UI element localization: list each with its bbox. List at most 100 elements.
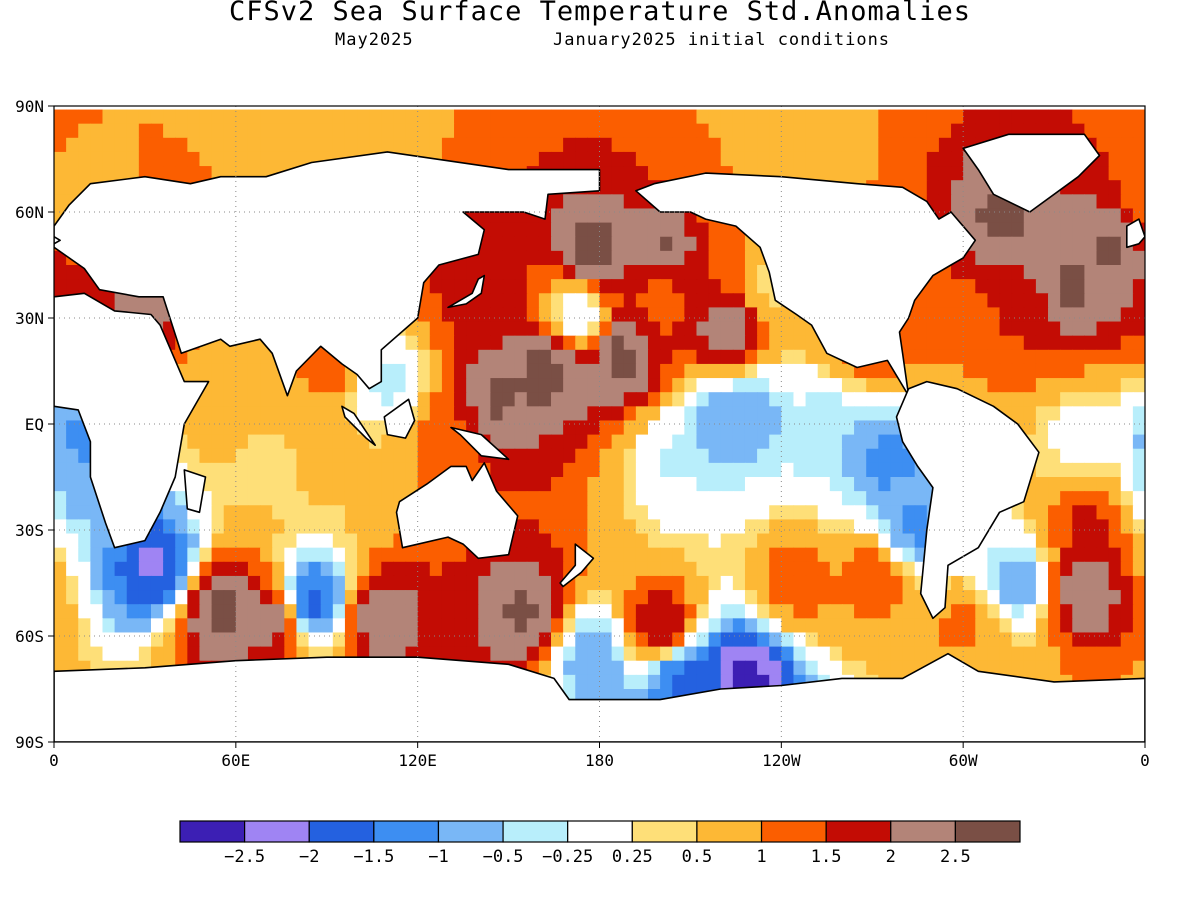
anomaly-cell — [538, 448, 552, 464]
anomaly-cell — [1108, 505, 1122, 520]
anomaly-cell — [551, 660, 564, 676]
anomaly-cell — [647, 646, 661, 662]
anomaly-cell — [1108, 236, 1122, 252]
anomaly-cell — [914, 109, 928, 125]
anomaly-cell — [563, 533, 576, 549]
anomaly-cell — [235, 420, 249, 436]
anomaly-cell — [926, 307, 940, 323]
anomaly-cell — [1084, 166, 1098, 181]
anomaly-cell — [54, 646, 67, 662]
anomaly-cell — [696, 378, 710, 393]
anomaly-cell — [744, 477, 758, 492]
anomaly-cell — [1108, 335, 1122, 351]
anomaly-cell — [938, 618, 952, 634]
anomaly-cell — [1011, 222, 1025, 238]
colorbar-swatch — [179, 820, 246, 843]
anomaly-cell — [708, 462, 722, 478]
anomaly-cell — [684, 505, 698, 520]
anomaly-cell — [660, 533, 673, 549]
anomaly-cell — [114, 590, 128, 605]
anomaly-cell — [599, 194, 613, 210]
anomaly-cell — [187, 547, 201, 563]
anomaly-cell — [1011, 561, 1025, 577]
anomaly-cell — [538, 250, 552, 266]
anomaly-cell — [744, 137, 758, 153]
anomaly-cell — [878, 533, 892, 549]
anomaly-cell — [987, 363, 1001, 379]
anomaly-cell — [1120, 265, 1134, 280]
anomaly-cell — [490, 378, 504, 393]
anomaly-cell — [466, 363, 479, 379]
anomaly-cell — [563, 151, 576, 167]
anomaly-cell — [308, 590, 322, 605]
anomaly-cell — [1023, 307, 1037, 323]
anomaly-cell — [1060, 660, 1073, 676]
anomaly-cell — [284, 491, 298, 506]
anomaly-cell — [78, 590, 91, 605]
anomaly-cell — [538, 632, 552, 648]
anomaly-cell — [575, 646, 588, 662]
anomaly-cell — [684, 547, 698, 563]
anomaly-cell — [1035, 462, 1049, 478]
anomaly-cell — [417, 363, 431, 379]
anomaly-cell — [829, 590, 843, 605]
anomaly-cell — [138, 547, 152, 563]
anomaly-cell — [393, 109, 407, 125]
anomaly-cell — [672, 392, 685, 407]
anomaly-cell — [1011, 505, 1025, 520]
anomaly-cell — [829, 618, 843, 634]
anomaly-cell — [684, 448, 698, 464]
anomaly-cell — [344, 632, 358, 648]
anomaly-cell — [538, 265, 552, 280]
anomaly-cell — [1072, 392, 1085, 407]
anomaly-cell — [757, 109, 770, 125]
anomaly-cell — [951, 590, 964, 605]
anomaly-cell — [90, 575, 104, 591]
anomaly-cell — [102, 151, 116, 167]
anomaly-cell — [1060, 335, 1073, 351]
anomaly-cell — [708, 590, 722, 605]
anomaly-cell — [150, 123, 164, 139]
anomaly-cell — [1048, 505, 1061, 520]
anomaly-cell — [672, 265, 685, 280]
anomaly-cell — [732, 250, 746, 266]
anomaly-cell — [66, 519, 79, 535]
anomaly-cell — [1084, 420, 1098, 436]
anomaly-cell — [744, 123, 758, 139]
anomaly-cell — [963, 363, 976, 379]
anomaly-cell — [526, 519, 540, 535]
anomaly-cell — [1011, 660, 1025, 676]
anomaly-cell — [805, 123, 819, 139]
anomaly-cell — [769, 646, 782, 662]
initial-conditions-label: January2025 initial conditions — [553, 30, 891, 50]
anomaly-cell — [417, 462, 431, 478]
anomaly-cell — [320, 632, 334, 648]
anomaly-cell — [587, 293, 601, 308]
anomaly-cell — [526, 477, 540, 492]
graticule — [54, 106, 1145, 742]
anomaly-cell — [769, 420, 782, 436]
anomaly-cell — [369, 533, 382, 549]
anomaly-cell — [720, 491, 734, 506]
anomaly-cell — [611, 448, 625, 464]
anomaly-cell — [490, 363, 504, 379]
anomaly-cell — [635, 561, 649, 577]
anomaly-cell — [429, 406, 443, 422]
anomaly-cell — [623, 392, 637, 407]
anomaly-cell — [551, 575, 564, 591]
anomaly-cell — [757, 363, 770, 379]
anomaly-cell — [526, 561, 540, 577]
anomaly-cell — [199, 109, 213, 125]
anomaly-cell — [660, 462, 673, 478]
anomaly-cell — [684, 123, 698, 139]
anomaly-cell — [757, 491, 770, 506]
anomaly-cell — [1048, 363, 1061, 379]
anomaly-cell — [344, 533, 358, 549]
anomaly-cell — [647, 363, 661, 379]
anomaly-cell — [1120, 547, 1134, 563]
anomaly-cell — [54, 590, 67, 605]
anomaly-cell — [551, 420, 564, 436]
anomaly-cell — [102, 137, 116, 153]
anomaly-cell — [575, 293, 588, 308]
anomaly-cell — [987, 349, 1001, 365]
